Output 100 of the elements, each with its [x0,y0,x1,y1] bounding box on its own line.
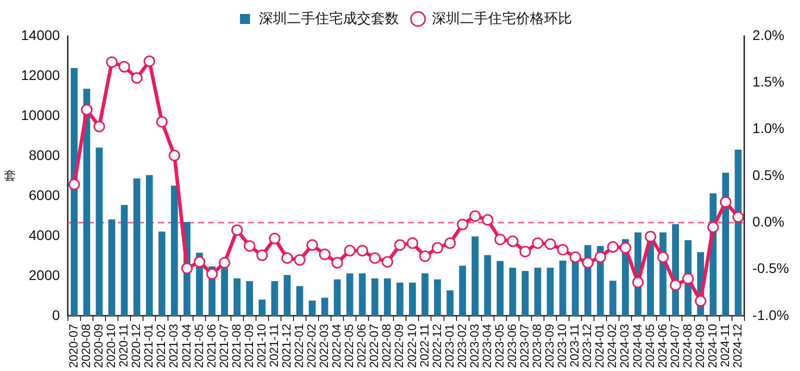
y2-tick-label: -1.0% [752,306,790,323]
x-tick-label: 2022-07 [367,324,382,368]
point [594,251,606,263]
x-tick-label: 2024-06 [655,324,670,368]
x-tick-label: 2020-09 [92,324,106,368]
point [644,230,656,242]
x-tick-label: 2020-07 [66,324,81,368]
bar [133,178,140,316]
x-tick-label: 2020-11 [116,324,131,368]
x-tick-label: 2024-07 [668,324,682,368]
bar [459,266,466,316]
x-tick-label: 2021-06 [204,324,218,368]
point [532,237,544,249]
x-tick-label: 2022-11 [417,324,432,368]
x-tick-label: 2021-04 [179,324,194,368]
bar [546,268,554,316]
x-tick-label: 2021-10 [254,324,268,368]
bar [384,278,391,316]
bar [434,279,441,316]
point [244,240,256,252]
point [494,234,506,246]
bar [70,68,78,316]
y2-tick-label: 1.0% [752,120,784,136]
y-tick-label: 0 [52,306,60,323]
point [294,254,306,266]
bar [258,300,266,316]
point [657,251,669,263]
point [181,262,193,274]
legend-label: 深圳二手住宅成交套数 [259,10,399,26]
x-tick-label: 2024-09 [692,324,707,368]
x-tick-label: 2021-09 [242,324,256,368]
bar [371,278,378,316]
bar [734,150,742,316]
point [206,268,218,280]
x-tick-label: 2024-08 [680,324,694,368]
point [194,256,206,268]
point [268,232,280,244]
point [607,241,619,253]
y-tick-label: 14000 [20,26,60,43]
x-tick-label: 2024-01 [592,324,607,368]
point [356,244,368,256]
x-tick-label: 2024-12 [730,324,744,368]
x-tick-label: 2024-11 [718,324,732,368]
y-tick-label: 8000 [28,146,60,163]
y-tick-label: 10000 [20,106,60,123]
x-tick-label: 2023-05 [492,324,506,368]
point [118,61,130,73]
bar [609,280,616,316]
point [256,250,268,262]
bar [334,279,341,316]
x-tick-label: 2024-02 [605,324,620,368]
point [419,250,431,262]
point [168,150,180,162]
point [319,248,330,260]
x-tick-label: 2023-07 [518,324,532,368]
bar [221,268,228,316]
point [394,239,406,251]
point [544,238,556,250]
point [620,242,632,254]
x-tick-label: 2021-07 [216,324,231,368]
point [332,257,344,269]
x-tick-label: 2022-12 [430,324,444,368]
y-axis-title: 套 [4,168,16,182]
x-tick-label: 2020-12 [129,324,144,368]
x-tick-label: 2021-05 [192,324,206,368]
bar [534,268,542,316]
bar [422,273,428,316]
bar [271,281,278,316]
point [432,242,444,254]
point [482,214,494,226]
point [670,279,682,291]
point [720,196,732,208]
point [444,237,456,249]
x-tick-label: 2024-04 [630,324,644,368]
y-tick-label: 4000 [28,226,60,243]
point [456,218,468,230]
x-tick-label: 2023-03 [467,324,482,368]
point [506,236,518,248]
y-tick-label: 12000 [20,66,60,83]
bar [158,232,166,316]
bar [722,172,730,316]
bar [308,300,316,316]
point [469,210,481,222]
bar [572,261,579,316]
y2-tick-label: -0.5% [752,260,790,276]
point [218,257,230,269]
x-tick-label: 2023-10 [555,324,570,368]
x-tick-label: 2022-08 [380,324,394,368]
bar [522,270,529,316]
point [707,222,719,234]
x-tick-label: 2022-05 [342,324,356,368]
x-tick-label: 2023-06 [504,324,519,368]
point [694,295,706,307]
point [281,252,293,264]
point [231,224,243,236]
x-tick-label: 2021-03 [166,324,181,368]
bar [321,298,328,316]
x-tick-label: 2021-02 [154,324,168,368]
x-tick-label: 2024-03 [618,324,632,368]
bar [146,175,153,316]
